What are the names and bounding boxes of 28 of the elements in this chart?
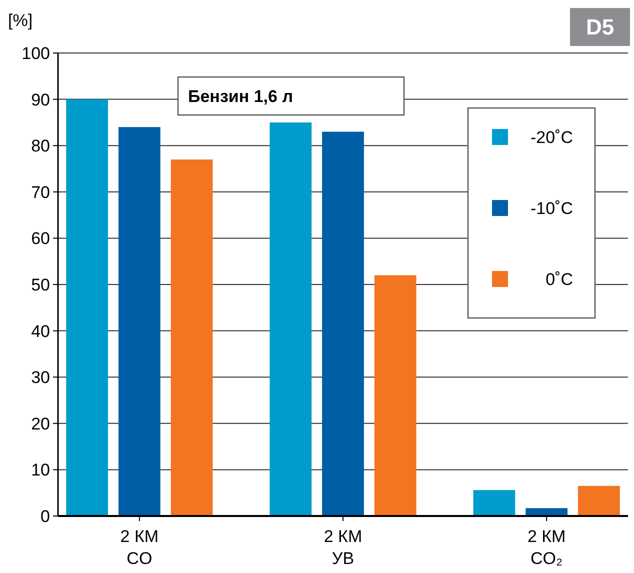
text: Бензин 1,6 л bbox=[188, 87, 293, 106]
y-tick-label: 10 bbox=[31, 460, 50, 480]
bar bbox=[270, 122, 312, 516]
legend-label: 0˚C bbox=[546, 270, 573, 289]
y-tick-label: 80 bbox=[31, 136, 50, 156]
y-tick-label: 20 bbox=[31, 414, 50, 434]
y-tick-label: 40 bbox=[31, 322, 50, 341]
x-tick-label: 2 КМ УВ bbox=[324, 527, 362, 568]
y-tick-label: 100 bbox=[22, 44, 50, 63]
y-tick-label: 30 bbox=[31, 368, 50, 388]
y-axis-title: [%] bbox=[8, 11, 33, 30]
bar bbox=[118, 127, 160, 516]
x-tick-label: 2 КМ CO bbox=[120, 527, 159, 568]
bar bbox=[473, 490, 516, 516]
bar bbox=[578, 486, 620, 516]
y-tick-label: 60 bbox=[31, 229, 50, 248]
legend-label: -20˚C bbox=[530, 128, 573, 147]
y-tick-label: 90 bbox=[31, 90, 50, 110]
bar bbox=[66, 99, 108, 516]
y-tick-label: 70 bbox=[31, 182, 50, 202]
bar bbox=[322, 132, 364, 516]
bar bbox=[374, 275, 416, 516]
y-tick-label: 50 bbox=[31, 275, 50, 294]
y-tick-label: 0 bbox=[40, 506, 50, 526]
legend-label: -10˚C bbox=[530, 198, 573, 218]
bar bbox=[170, 159, 213, 516]
x-tick-label: 2 КМ CO₂ bbox=[527, 527, 566, 568]
text: D5 bbox=[586, 14, 614, 40]
